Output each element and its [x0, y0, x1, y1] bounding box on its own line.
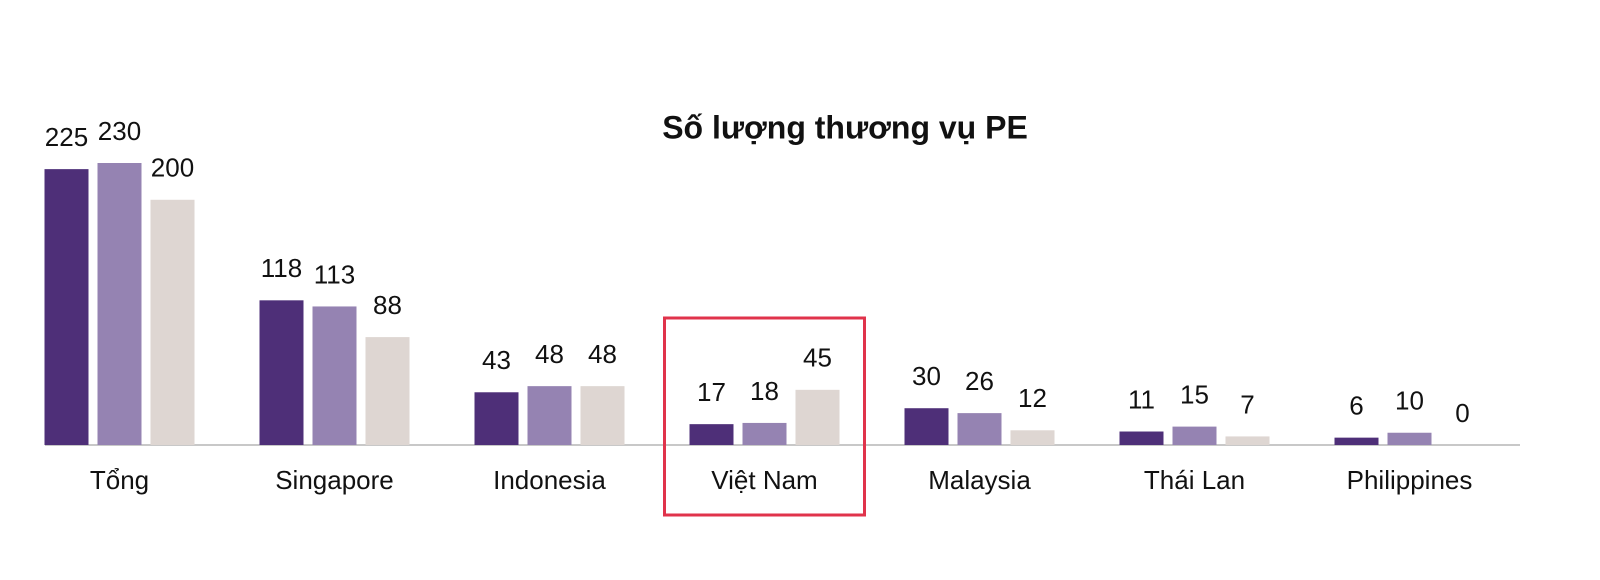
bar [474, 392, 519, 445]
bar [957, 413, 1002, 445]
x-tick-label: Tổng [90, 465, 149, 495]
value-label: 225 [45, 122, 88, 152]
bar [580, 386, 625, 445]
bar [44, 169, 89, 445]
bar [1387, 432, 1432, 445]
highlight-box [663, 316, 866, 517]
bar [795, 389, 840, 445]
bar [1119, 431, 1164, 445]
x-tick-label: Singapore [275, 465, 394, 495]
value-label: 18 [750, 376, 779, 406]
value-label: 15 [1180, 379, 1209, 409]
x-tick-label: Philippines [1347, 465, 1473, 495]
value-label: 6 [1349, 391, 1363, 421]
x-tick-label: Indonesia [493, 465, 606, 495]
value-label: 230 [98, 116, 141, 146]
bar [312, 306, 357, 445]
value-label: 48 [588, 339, 617, 369]
bar [1334, 437, 1379, 445]
x-tick-label: Malaysia [928, 465, 1031, 495]
value-label: 11 [1128, 384, 1155, 414]
bar [742, 422, 787, 445]
bar [1172, 426, 1217, 445]
value-label: 200 [151, 153, 194, 183]
bar [150, 199, 195, 445]
value-label: 0 [1455, 398, 1469, 428]
bar [527, 386, 572, 445]
chart-title: Số lượng thương vụ PE [662, 109, 1028, 145]
x-tick-label: Thái Lan [1144, 465, 1245, 495]
bar [97, 163, 142, 445]
bar [1225, 436, 1270, 445]
value-label: 118 [261, 253, 302, 283]
bar [365, 337, 410, 445]
x-tick-label: Việt Nam [711, 465, 817, 495]
value-label: 45 [803, 343, 832, 373]
value-label: 7 [1240, 389, 1254, 419]
value-label: 12 [1018, 383, 1047, 413]
value-label: 113 [314, 259, 355, 289]
value-label: 88 [373, 290, 402, 320]
value-label: 48 [535, 339, 564, 369]
bar [689, 424, 734, 445]
value-label: 17 [697, 377, 726, 407]
value-label: 30 [912, 361, 941, 391]
bar [1010, 430, 1055, 445]
value-label: 26 [965, 366, 994, 396]
bar [259, 300, 304, 445]
value-label: 10 [1395, 386, 1424, 416]
value-label: 43 [482, 345, 511, 375]
bar [904, 408, 949, 445]
